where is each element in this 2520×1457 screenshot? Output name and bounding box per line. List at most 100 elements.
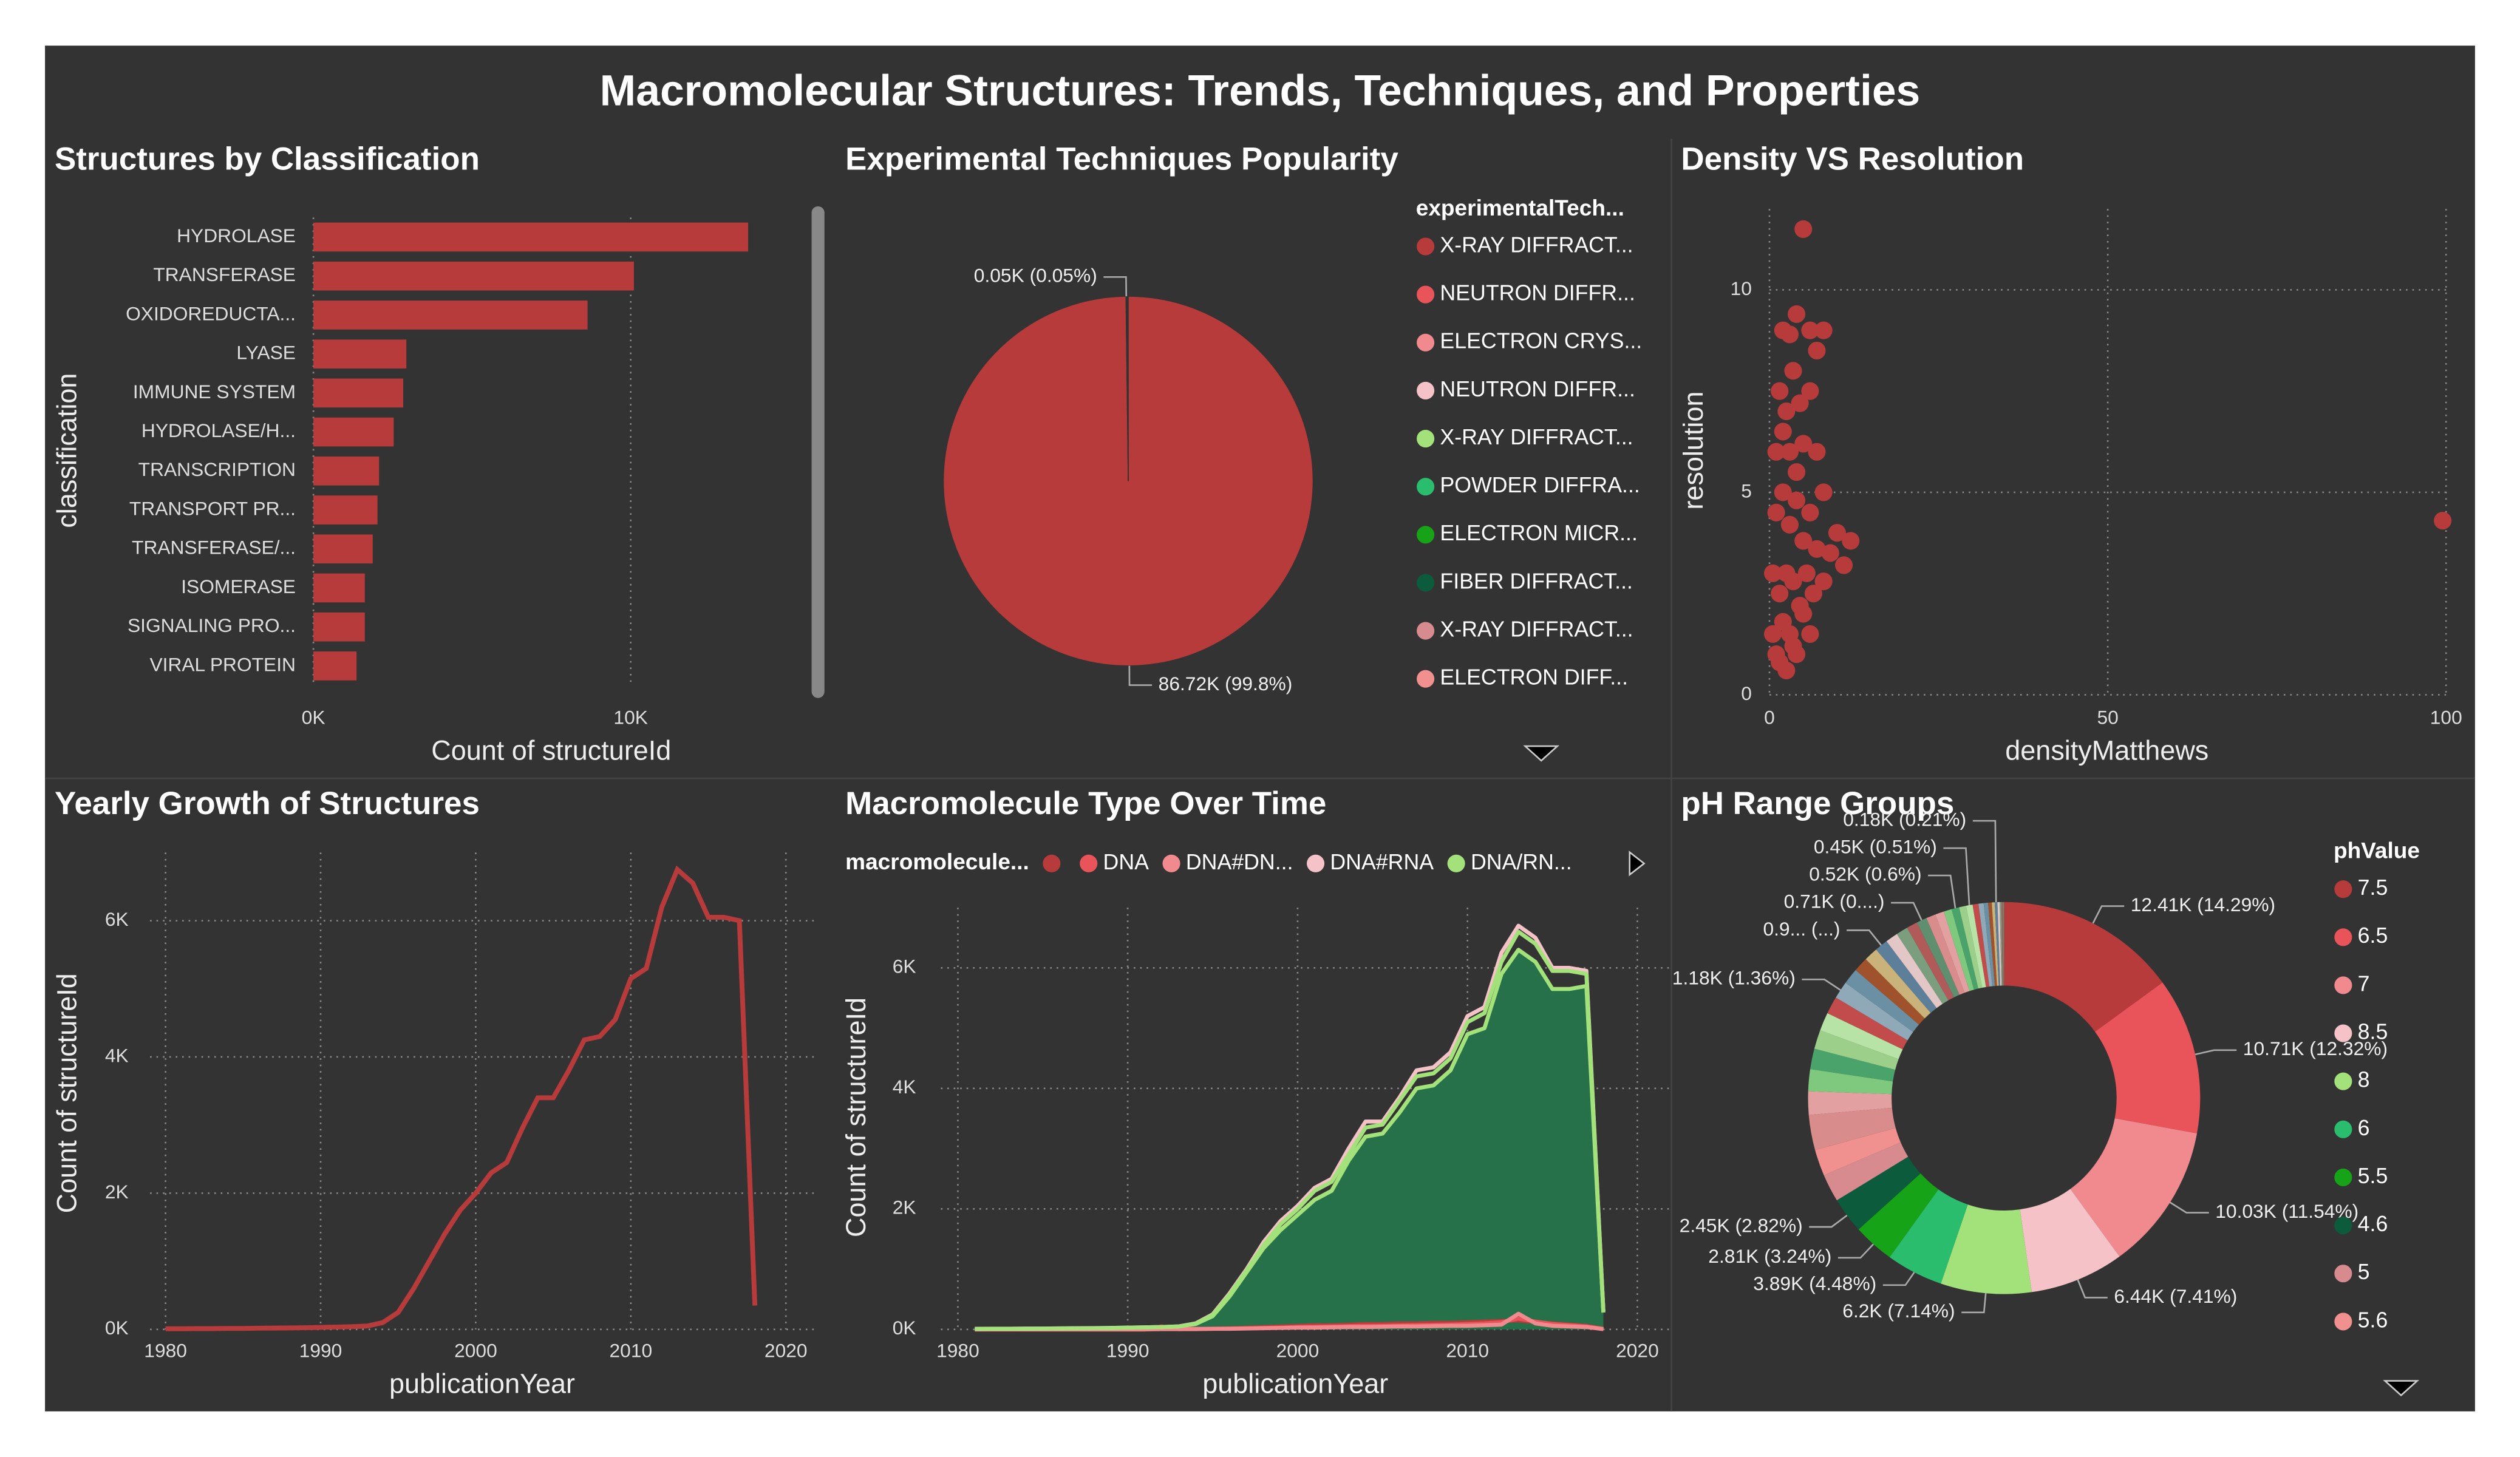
chart-title: Yearly Growth of Structures bbox=[55, 786, 480, 821]
data-label: 1.18K (1.36%) bbox=[1672, 967, 1796, 989]
data-label: 0.52K (0.6%) bbox=[1809, 863, 1921, 885]
legend-marker bbox=[1043, 854, 1061, 872]
legend-marker bbox=[1417, 670, 1435, 688]
y-tick-label: TRANSPORT PR... bbox=[129, 497, 296, 519]
x-tick-label: 1980 bbox=[936, 1339, 979, 1361]
data-label: 6.2K (7.14%) bbox=[1842, 1300, 1955, 1322]
bar bbox=[313, 651, 357, 681]
bar bbox=[313, 222, 749, 252]
slice bbox=[1836, 982, 1913, 1041]
data-label: 2.45K (2.82%) bbox=[1680, 1214, 1803, 1236]
legend-marker bbox=[1307, 854, 1325, 872]
legend-scroll-down[interactable] bbox=[1523, 745, 1560, 762]
leader-line bbox=[1103, 276, 1128, 297]
legend-marker bbox=[1417, 381, 1435, 399]
point bbox=[1780, 443, 1799, 461]
slice bbox=[1808, 1091, 1892, 1115]
x-tick-label: 50 bbox=[2097, 707, 2118, 728]
y-tick-label: OXIDOREDUCTA... bbox=[126, 302, 296, 324]
point bbox=[1808, 341, 1826, 360]
data-label: 12.41K (14.29%) bbox=[2131, 894, 2275, 915]
x-tick-label: 1980 bbox=[144, 1339, 187, 1361]
slice bbox=[1987, 902, 1997, 987]
point bbox=[1771, 382, 1789, 400]
legend-label: 5 bbox=[2358, 1260, 2370, 1284]
point bbox=[1814, 321, 1833, 339]
chart-title: Density VS Resolution bbox=[1681, 141, 2024, 177]
legend-marker bbox=[2334, 928, 2352, 946]
x-axis-label: densityMatthews bbox=[2005, 735, 2208, 766]
point bbox=[1828, 524, 1846, 542]
slice bbox=[1855, 959, 1925, 1025]
legend-label: 5.6 bbox=[2358, 1308, 2388, 1332]
bar bbox=[313, 457, 380, 486]
data-label: 6.44K (7.41%) bbox=[2114, 1285, 2237, 1307]
legend-label: 6 bbox=[2358, 1116, 2370, 1140]
slice bbox=[2095, 982, 2201, 1133]
point bbox=[2434, 512, 2452, 530]
slice bbox=[1810, 1048, 1896, 1082]
leader-line bbox=[1891, 902, 1922, 921]
point bbox=[1784, 362, 1802, 380]
point bbox=[1780, 325, 1799, 344]
x-tick-label: 0 bbox=[1764, 707, 1775, 728]
point bbox=[1791, 394, 1809, 412]
legend-scroll-down[interactable] bbox=[2383, 1380, 2420, 1397]
legend-marker bbox=[1447, 854, 1465, 872]
legend-title: experimentalTech... bbox=[1416, 195, 1624, 220]
scrollbar[interactable] bbox=[811, 206, 825, 698]
point bbox=[1814, 572, 1833, 591]
slice bbox=[2020, 1189, 2120, 1292]
point bbox=[1801, 503, 1819, 521]
point bbox=[1764, 625, 1782, 643]
legend-marker bbox=[1417, 333, 1435, 352]
slice bbox=[1820, 1013, 1903, 1059]
x-tick-label: 10K bbox=[613, 707, 648, 728]
bar bbox=[313, 261, 634, 291]
slice bbox=[1978, 903, 1993, 987]
y-tick-label: 4K bbox=[105, 1044, 129, 1066]
point bbox=[1784, 572, 1802, 591]
slice bbox=[1951, 907, 1978, 990]
y-tick-label: VIRAL PROTEIN bbox=[149, 653, 296, 675]
slice bbox=[1983, 902, 1995, 987]
slice bbox=[1836, 1156, 1921, 1230]
y-tick-label: 0K bbox=[893, 1317, 916, 1339]
y-tick-label: 2K bbox=[893, 1197, 916, 1218]
legend-marker bbox=[2334, 1313, 2352, 1331]
point bbox=[1764, 564, 1782, 582]
bar bbox=[313, 417, 394, 447]
data-label: 10.71K (12.32%) bbox=[2243, 1038, 2388, 1059]
legend-title: phValue bbox=[2334, 838, 2420, 863]
point bbox=[1788, 463, 1806, 481]
bar bbox=[313, 534, 373, 564]
point bbox=[1804, 585, 1822, 603]
legend-marker bbox=[2334, 1072, 2352, 1090]
legend-scroll-right[interactable] bbox=[1629, 851, 1646, 877]
legend-label: ELECTRON MICR... bbox=[1440, 521, 1637, 545]
point bbox=[1794, 532, 1813, 550]
y-tick-label: 0 bbox=[1741, 682, 1752, 704]
data-label: 0.71K (0....) bbox=[1784, 890, 1885, 912]
leader-line bbox=[1809, 1214, 1848, 1228]
point bbox=[1801, 625, 1819, 643]
point bbox=[1797, 564, 1816, 582]
legend-marker bbox=[1417, 429, 1435, 448]
y-tick-label: 10 bbox=[1731, 277, 1752, 299]
leader-line bbox=[1943, 847, 1970, 906]
bar bbox=[313, 495, 378, 525]
y-axis-label: resolution bbox=[1678, 392, 1709, 510]
legend-label: X-RAY DIFFRACT... bbox=[1440, 425, 1633, 449]
point bbox=[1788, 491, 1806, 509]
y-axis-label: classification bbox=[52, 373, 83, 528]
point bbox=[1767, 443, 1785, 461]
point bbox=[1771, 585, 1789, 603]
slice bbox=[1808, 1068, 1893, 1095]
y-tick-label: TRANSFERASE/... bbox=[132, 537, 296, 559]
x-tick-label: 2020 bbox=[1616, 1339, 1659, 1361]
legend-label: X-RAY DIFFRACT... bbox=[1440, 617, 1633, 642]
slice bbox=[1808, 1107, 1896, 1150]
slice bbox=[1827, 997, 1908, 1050]
point bbox=[1774, 483, 1792, 501]
